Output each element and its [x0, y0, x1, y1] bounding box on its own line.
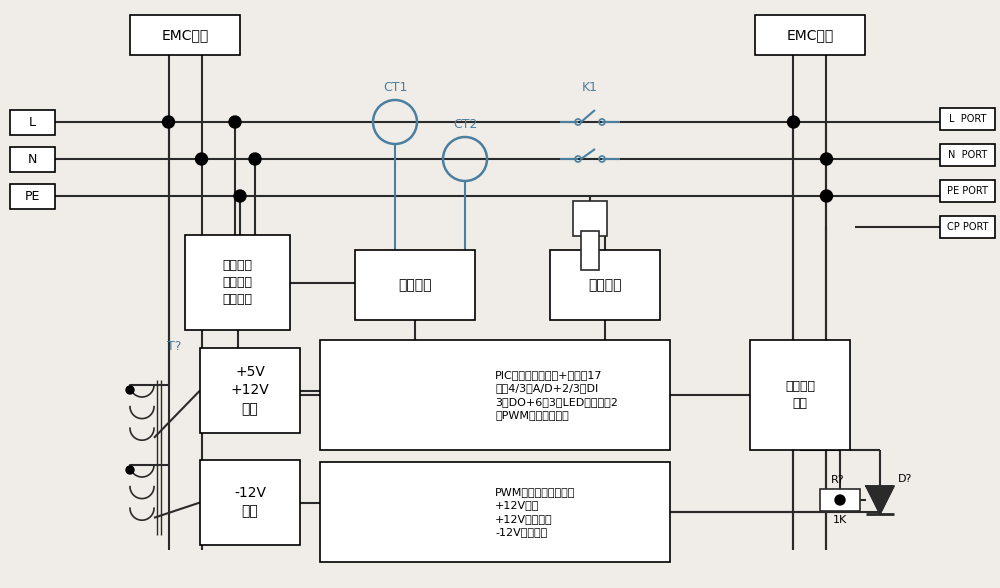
Text: N  PORT: N PORT — [948, 150, 987, 160]
Text: N: N — [28, 153, 37, 166]
Text: PE: PE — [25, 190, 40, 203]
Text: L  PORT: L PORT — [949, 114, 986, 124]
Text: 功率驱动: 功率驱动 — [588, 278, 622, 292]
Bar — [940, 144, 995, 166]
Bar — [185, 235, 290, 330]
Bar — [320, 462, 670, 562]
Bar — [355, 250, 475, 320]
Circle shape — [126, 466, 134, 474]
Bar — [550, 250, 660, 320]
Circle shape — [249, 153, 261, 165]
Text: 信号调理: 信号调理 — [398, 278, 432, 292]
Text: K1: K1 — [582, 81, 598, 94]
Bar — [820, 489, 860, 511]
Bar — [200, 348, 300, 433]
Text: PWM防抱死区控制电路
+12V电平
+12V脉冲形成
-12V脉冲形成: PWM防抱死区控制电路 +12V电平 +12V脉冲形成 -12V脉冲形成 — [495, 487, 575, 537]
Bar — [940, 180, 995, 202]
Circle shape — [835, 495, 845, 505]
Text: T?: T? — [167, 340, 181, 353]
Circle shape — [163, 116, 175, 128]
Text: L: L — [29, 116, 36, 129]
Text: EMC防护: EMC防护 — [161, 28, 209, 42]
Bar — [573, 201, 607, 236]
Bar — [200, 460, 300, 545]
Text: D?: D? — [898, 474, 912, 484]
Text: -12V
电源: -12V 电源 — [234, 486, 266, 519]
Circle shape — [787, 116, 799, 128]
Polygon shape — [866, 486, 894, 514]
Bar — [755, 15, 865, 55]
Bar — [940, 216, 995, 238]
Bar — [320, 340, 670, 450]
Circle shape — [196, 153, 208, 165]
Text: PE PORT: PE PORT — [947, 186, 988, 196]
Text: 接地检测
火零错相
漏电自检: 接地检测 火零错相 漏电自检 — [223, 259, 253, 306]
Bar — [940, 108, 995, 130]
Text: +5V
+12V
电源: +5V +12V 电源 — [231, 365, 269, 416]
Text: PIC控制单元（输入+输出兡17
路）4/3路A/D+2/3路DI
3路DO+6路3个LED双色灯控2
路PWM脉冲输出控制: PIC控制单元（输入+输出兡17 路）4/3路A/D+2/3路DI 3路DO+6… — [495, 370, 618, 420]
Bar — [130, 15, 240, 55]
Circle shape — [820, 153, 832, 165]
Circle shape — [820, 190, 832, 202]
Bar — [581, 231, 599, 269]
Text: EMC防护: EMC防护 — [786, 28, 834, 42]
Text: 采样电平
变换: 采样电平 变换 — [785, 380, 815, 410]
Circle shape — [234, 190, 246, 202]
Text: R?: R? — [831, 475, 845, 485]
Bar — [10, 110, 55, 135]
Text: 1K: 1K — [833, 515, 847, 525]
Bar — [750, 340, 850, 450]
Bar — [10, 147, 55, 172]
Text: CT1: CT1 — [383, 81, 407, 94]
Bar — [10, 184, 55, 209]
Circle shape — [229, 116, 241, 128]
Text: CT2: CT2 — [453, 118, 477, 131]
Circle shape — [126, 386, 134, 394]
Text: CP PORT: CP PORT — [947, 222, 988, 232]
